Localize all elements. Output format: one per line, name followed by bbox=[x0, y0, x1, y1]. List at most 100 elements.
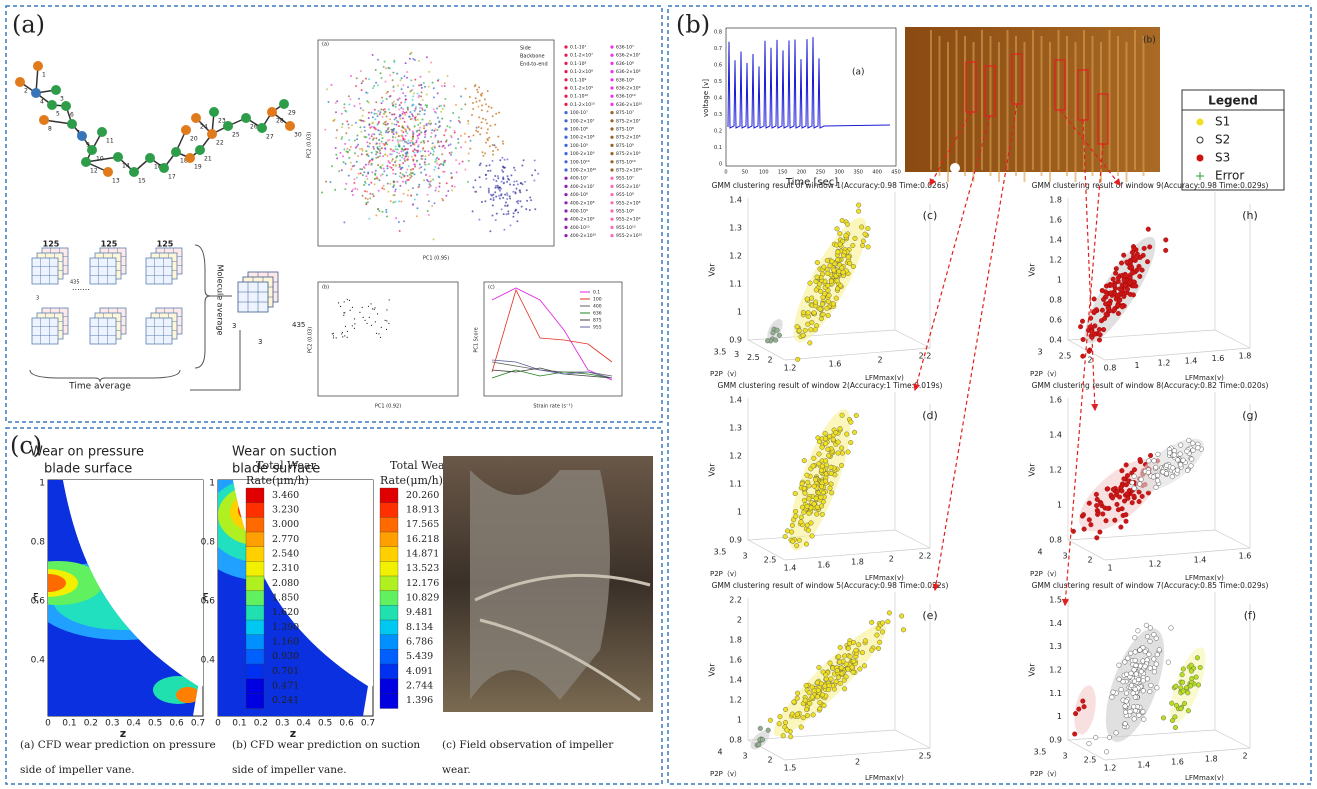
colorbar-cell bbox=[379, 517, 399, 533]
data-point bbox=[865, 225, 871, 231]
scatter-point bbox=[365, 77, 367, 80]
stripe bbox=[1134, 30, 1136, 170]
legend-marker bbox=[610, 119, 614, 123]
scatter-point bbox=[438, 145, 441, 148]
cube bbox=[237, 271, 279, 313]
scatter-point bbox=[398, 200, 401, 203]
data-point bbox=[1123, 462, 1129, 468]
scatter-point bbox=[374, 173, 377, 176]
scatter-point bbox=[464, 103, 467, 106]
atom bbox=[145, 153, 155, 163]
cube-face bbox=[145, 257, 173, 285]
axis-label: LFMmax(v) bbox=[1185, 774, 1224, 782]
data-point bbox=[1178, 706, 1184, 712]
data-point bbox=[826, 453, 832, 459]
scatter-point bbox=[392, 164, 395, 166]
data-point bbox=[813, 299, 819, 305]
scatter-point bbox=[376, 146, 379, 149]
scatter-point bbox=[422, 140, 425, 143]
colorbar-label: 18.913 bbox=[406, 505, 439, 516]
scatter-point bbox=[408, 127, 411, 130]
scatter-point bbox=[361, 149, 364, 152]
scatter-point bbox=[498, 194, 500, 197]
scatter-point bbox=[392, 172, 395, 175]
scatter-point bbox=[414, 115, 417, 118]
data-point bbox=[844, 221, 850, 227]
data-point bbox=[843, 661, 849, 667]
scatter-point bbox=[494, 186, 497, 189]
scatter-point bbox=[520, 182, 523, 185]
scatter-point bbox=[482, 117, 485, 120]
scatter-point bbox=[414, 154, 417, 157]
scatter-point bbox=[512, 183, 515, 186]
scatter-point bbox=[344, 188, 347, 191]
atom bbox=[33, 61, 43, 71]
data-point bbox=[1124, 286, 1130, 292]
scatter-point bbox=[381, 96, 384, 99]
scatter-point bbox=[335, 153, 338, 156]
scatter-point bbox=[334, 147, 337, 149]
label: 100 bbox=[759, 170, 769, 176]
legend-marker bbox=[564, 217, 568, 221]
axis-label: LFMmax(v) bbox=[865, 574, 904, 582]
legend-label: S1 bbox=[1215, 115, 1230, 129]
data-point bbox=[823, 672, 829, 678]
label: 0 bbox=[719, 162, 722, 168]
data-point bbox=[845, 449, 851, 455]
point-label: • bbox=[348, 298, 350, 303]
data-point bbox=[1189, 456, 1195, 462]
scatter-point bbox=[424, 158, 427, 161]
data-point bbox=[1131, 256, 1137, 262]
x-tick-label: 0.3 bbox=[105, 719, 119, 729]
data-point bbox=[1185, 467, 1191, 473]
scatter-point bbox=[375, 153, 378, 156]
scatter-point bbox=[355, 160, 358, 163]
scatter-point bbox=[473, 85, 476, 88]
scatter-point bbox=[381, 137, 384, 139]
data-point bbox=[1142, 649, 1148, 655]
stripe bbox=[1091, 36, 1094, 176]
scatter-point bbox=[403, 174, 406, 177]
label: 435 bbox=[70, 280, 80, 286]
legend-marker bbox=[1196, 172, 1204, 180]
data-point bbox=[1186, 437, 1192, 443]
scatter-point bbox=[381, 116, 384, 118]
scatter-point bbox=[500, 194, 503, 197]
data-point bbox=[800, 504, 806, 510]
scatter-point bbox=[403, 75, 406, 78]
scatter-point bbox=[426, 193, 429, 196]
scatter-point bbox=[442, 164, 445, 167]
data-point bbox=[842, 686, 848, 692]
y-tick-label: 1.6 bbox=[1049, 396, 1062, 405]
x-tick-label: 2 bbox=[1087, 356, 1092, 365]
scatter-point bbox=[360, 147, 363, 150]
data-point bbox=[811, 455, 817, 461]
scatter-point bbox=[396, 151, 399, 154]
label: 0.6 bbox=[714, 63, 722, 69]
legend-label: 0.1-10¹⁰ bbox=[570, 94, 588, 100]
colorbar-label: 8.134 bbox=[406, 622, 433, 633]
scatter-point bbox=[479, 162, 482, 165]
scatter-point bbox=[348, 148, 351, 151]
scatter-point bbox=[500, 208, 503, 211]
data-point bbox=[795, 356, 801, 362]
scatter-point bbox=[453, 129, 456, 132]
data-point bbox=[773, 337, 779, 343]
scatter-point bbox=[401, 156, 404, 159]
scatter-point bbox=[349, 161, 352, 164]
colorbar-cell bbox=[245, 678, 265, 694]
scatter-point bbox=[410, 79, 413, 82]
data-point bbox=[828, 464, 834, 470]
scatter-point bbox=[464, 168, 467, 171]
scatter-point bbox=[358, 97, 360, 100]
y-tick-label: 1.1 bbox=[1049, 689, 1062, 698]
x-tick-label: 0.1 bbox=[62, 719, 76, 729]
scatter-point bbox=[398, 152, 400, 155]
scatter-point bbox=[378, 120, 380, 123]
y-tick-label: 2.2 bbox=[729, 596, 742, 605]
scatter-point bbox=[414, 107, 417, 110]
scatter-point bbox=[479, 133, 482, 136]
data-point bbox=[1147, 625, 1153, 631]
scatter-point bbox=[358, 119, 361, 122]
scatter-point bbox=[412, 135, 414, 138]
